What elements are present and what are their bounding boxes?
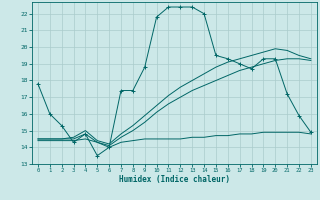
X-axis label: Humidex (Indice chaleur): Humidex (Indice chaleur) bbox=[119, 175, 230, 184]
